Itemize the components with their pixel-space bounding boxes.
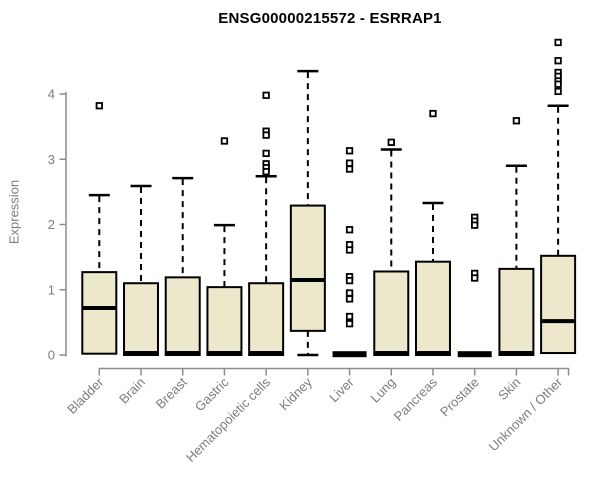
- outlier-point: [345, 226, 354, 234]
- x-tick-label: Pancreas: [391, 374, 441, 424]
- outlier-point: [554, 80, 562, 88]
- outlier-point: [471, 221, 479, 229]
- y-tick-label: 4: [48, 87, 55, 102]
- outlier-point: [554, 87, 562, 96]
- outlier-point: [345, 165, 354, 173]
- y-tick-label: 1: [48, 282, 55, 297]
- outlier-point: [95, 102, 103, 110]
- box: [373, 270, 410, 357]
- outlier-point: [554, 38, 562, 47]
- box: [164, 276, 201, 357]
- outlier-point: [345, 147, 354, 155]
- box: [289, 204, 326, 332]
- x-tick-label: Bladder: [64, 374, 107, 417]
- outlier-point: [345, 312, 354, 321]
- box: [123, 282, 160, 357]
- y-tick-label: 0: [48, 348, 55, 363]
- outlier-point: [262, 131, 270, 139]
- box: [206, 286, 243, 357]
- outlier-point: [429, 109, 437, 118]
- outlier-point: [345, 295, 354, 303]
- x-tick-label: Skin: [495, 375, 523, 403]
- outlier-point: [512, 117, 521, 125]
- x-tick-label: Lung: [367, 375, 398, 406]
- outlier-point: [554, 57, 562, 65]
- chart-title: ENSG00000215572 - ESRRAP1: [218, 10, 442, 27]
- x-tick-label: Breast: [153, 374, 190, 411]
- outlier-point: [345, 246, 354, 254]
- x-tick-label: Kidney: [276, 374, 315, 413]
- outlier-point: [262, 167, 270, 176]
- outlier-point: [220, 137, 229, 145]
- box: [414, 260, 451, 357]
- flat-box: [457, 351, 492, 358]
- y-tick-label: 3: [48, 152, 55, 167]
- y-tick-label: 2: [48, 217, 55, 232]
- outlier-point: [262, 149, 270, 158]
- box: [540, 254, 577, 355]
- x-tick-label: Gastric: [192, 374, 232, 414]
- box: [81, 271, 118, 355]
- outlier-point: [471, 274, 479, 282]
- x-tick-label: Brain: [116, 375, 148, 407]
- x-tick-label: Unknown / Other: [486, 374, 566, 454]
- outlier-point: [262, 91, 270, 99]
- box: [248, 282, 285, 357]
- outlier-point: [387, 138, 395, 146]
- outlier-point: [345, 276, 354, 285]
- flat-box: [332, 351, 367, 358]
- outlier-point: [345, 289, 354, 297]
- outlier-point: [345, 320, 354, 328]
- box: [498, 267, 535, 356]
- x-tick-label: Prostate: [437, 375, 482, 420]
- outlier-point: [345, 159, 354, 167]
- x-tick-label: Liver: [326, 374, 357, 405]
